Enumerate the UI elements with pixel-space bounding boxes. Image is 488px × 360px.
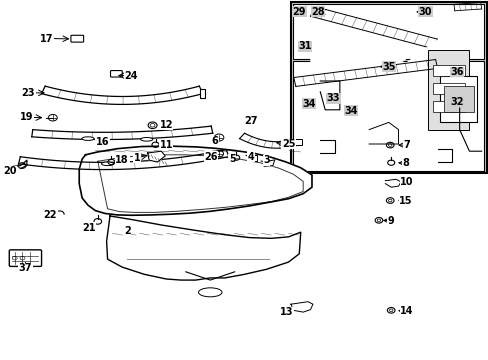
Text: 13: 13 [280,307,293,317]
Polygon shape [106,216,300,280]
Text: 19: 19 [20,112,34,122]
Text: 18: 18 [115,155,129,165]
Ellipse shape [81,137,94,140]
FancyBboxPatch shape [71,35,83,42]
Text: 29: 29 [292,7,305,17]
Text: 32: 32 [449,97,463,107]
Bar [290,2,486,173]
Text: 16: 16 [96,137,109,147]
Text: 34: 34 [344,106,357,116]
Text: 2: 2 [124,226,131,236]
Text: 23: 23 [21,88,35,98]
Text: 30: 30 [418,7,431,17]
Text: 12: 12 [159,120,173,130]
Text: 25: 25 [281,139,295,149]
Text: 7: 7 [403,140,409,150]
FancyBboxPatch shape [247,155,257,161]
Text: 35: 35 [381,62,395,72]
Text: 15: 15 [398,196,412,206]
Text: 9: 9 [387,216,394,226]
Bar [293,4,483,59]
FancyBboxPatch shape [9,250,41,266]
Text: 33: 33 [326,93,340,103]
Polygon shape [264,160,274,166]
Text: 37: 37 [19,263,32,273]
Text: 34: 34 [302,99,315,109]
Text: 11: 11 [159,140,173,150]
Text: 3: 3 [263,155,269,165]
Polygon shape [79,146,311,215]
Polygon shape [368,122,398,144]
FancyBboxPatch shape [110,71,122,77]
Text: 20: 20 [3,166,17,176]
Bar [432,101,464,112]
Text: 6: 6 [211,136,218,146]
Text: 17: 17 [40,33,54,44]
Text: 1: 1 [133,153,140,163]
Text: 28: 28 [310,7,324,17]
Ellipse shape [141,138,153,141]
Text: 22: 22 [43,210,57,220]
Text: 10: 10 [399,177,413,187]
Ellipse shape [198,288,222,297]
Bar [293,61,483,171]
Bar [439,76,476,122]
Text: 36: 36 [449,67,463,77]
Text: 4: 4 [247,152,254,162]
Text: 14: 14 [399,306,413,316]
Text: 27: 27 [244,116,257,126]
Ellipse shape [102,162,113,166]
Bar [200,89,205,98]
Bar [427,50,468,130]
Bar [432,65,464,76]
Bar [293,139,302,145]
Text: 26: 26 [204,152,218,162]
Text: 21: 21 [82,222,96,233]
Polygon shape [385,179,400,187]
Text: 31: 31 [298,41,311,51]
Text: 8: 8 [402,158,408,168]
Bar [443,86,473,112]
Bar [432,83,464,94]
Polygon shape [290,302,312,312]
Text: 24: 24 [124,71,138,81]
Text: 5: 5 [228,154,235,164]
Polygon shape [147,151,165,162]
